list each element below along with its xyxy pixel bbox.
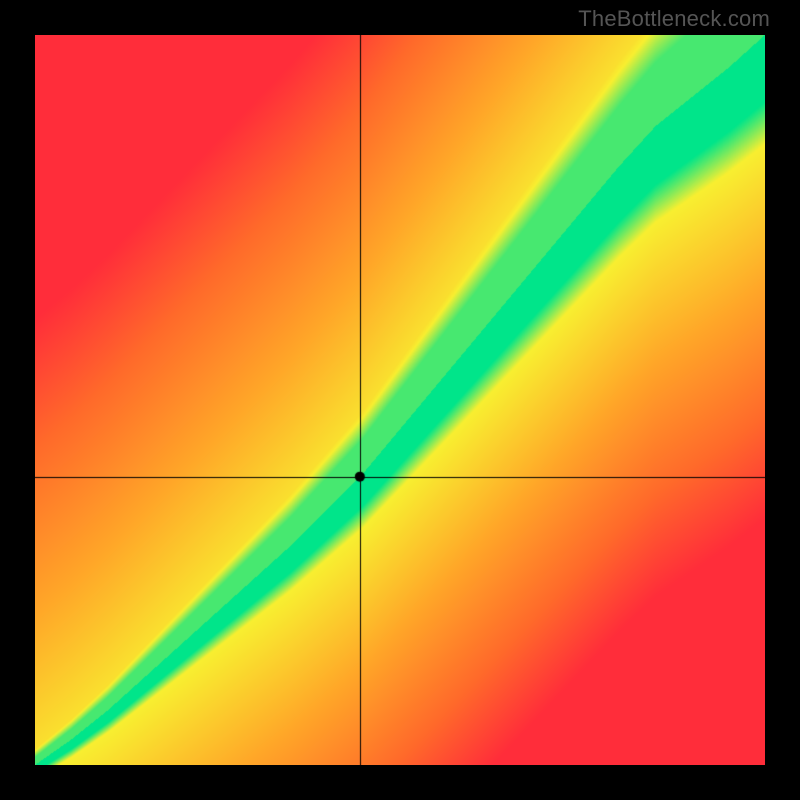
watermark-label: TheBottleneck.com (578, 6, 770, 32)
heatmap-canvas (35, 35, 765, 765)
heatmap-plot (35, 35, 765, 765)
chart-frame: TheBottleneck.com (0, 0, 800, 800)
